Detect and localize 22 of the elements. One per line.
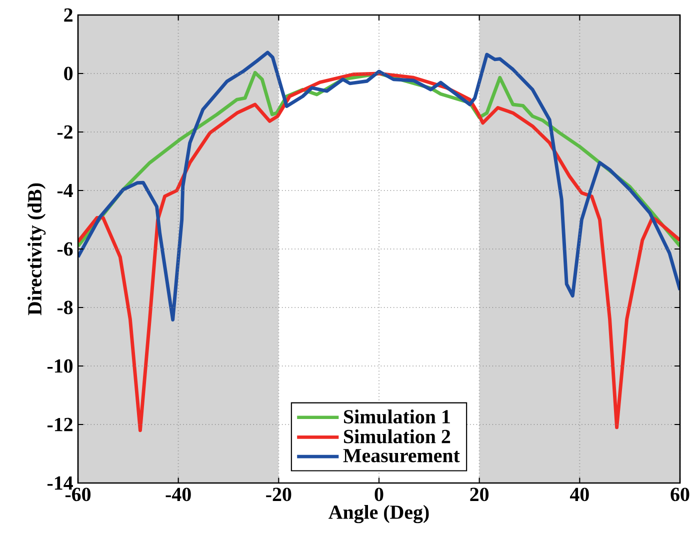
x-tick-label: 40: [570, 488, 589, 502]
y-tick-label: 0: [64, 66, 73, 80]
y-tick-label: -10: [47, 359, 73, 373]
y-tick-label: -6: [57, 242, 73, 256]
legend-label: Simulation 2: [344, 429, 450, 444]
y-tick-label: -4: [57, 184, 73, 198]
x-tick-label: 20: [470, 488, 489, 502]
x-tick-label: -20: [266, 488, 292, 502]
x-axis-title: Angle (Deg): [328, 504, 429, 524]
line-series: [78, 50, 680, 322]
y-tick-label: -8: [57, 300, 73, 314]
x-tick-label: 60: [670, 488, 690, 502]
y-axis-title: Directivity (dB): [28, 183, 46, 316]
y-tick-label: 2: [64, 8, 72, 22]
legend-label: Simulation 1: [344, 409, 450, 424]
y-tick-label: -2: [57, 125, 72, 139]
y-tick-label: -14: [47, 476, 73, 490]
legend-label: Measurement: [343, 449, 460, 462]
x-tick-label: -60: [65, 488, 91, 502]
y-tick-label: -12: [47, 418, 72, 432]
x-tick-label: -40: [166, 488, 191, 502]
x-tick-label: 0: [374, 488, 384, 502]
